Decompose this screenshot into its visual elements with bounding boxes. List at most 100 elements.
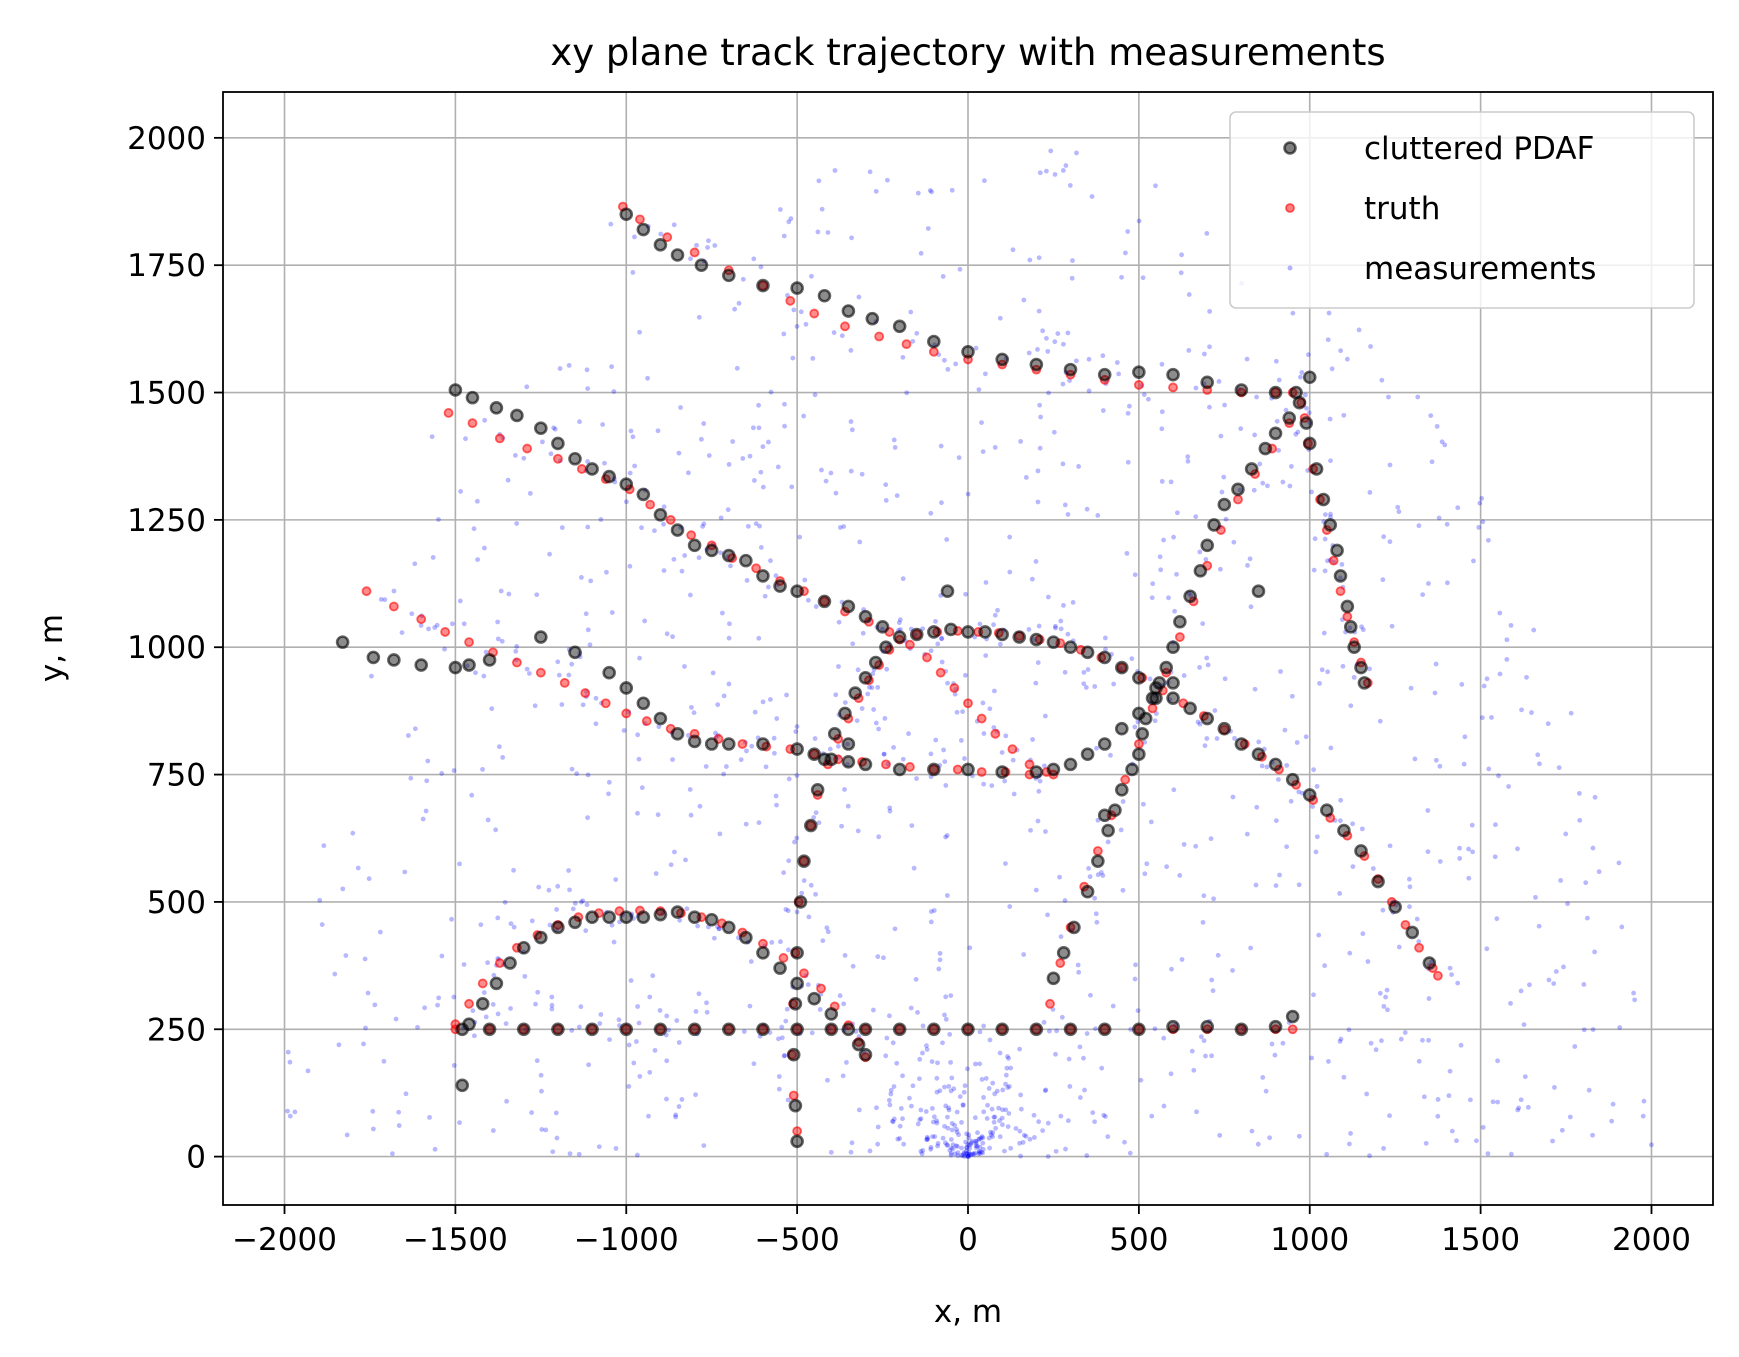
- measurement-point: [609, 610, 615, 615]
- measurement-point: [1536, 923, 1542, 929]
- measurement-point: [457, 861, 462, 867]
- measurement-point: [1094, 919, 1100, 925]
- truth-point: [361, 586, 372, 597]
- measurement-point: [671, 556, 677, 562]
- measurement-point: [835, 743, 841, 749]
- measurement-point: [701, 521, 707, 527]
- measurement-point: [980, 449, 986, 455]
- measurement-point: [884, 1035, 890, 1041]
- measurement-point: [1455, 505, 1461, 511]
- measurement-point: [1276, 377, 1282, 383]
- measurement-point: [783, 1018, 789, 1024]
- measurement-point: [1338, 797, 1344, 803]
- measurement-point: [691, 710, 697, 716]
- measurement-point: [567, 1151, 573, 1157]
- measurement-point: [976, 1149, 982, 1155]
- measurement-point: [1325, 337, 1331, 343]
- measurement-point: [1048, 148, 1054, 154]
- measurement-point: [1133, 962, 1138, 968]
- measurement-point: [947, 1148, 953, 1153]
- measurement-point: [1174, 510, 1180, 516]
- measurement-point: [485, 817, 491, 823]
- pdaf-point: [1166, 640, 1180, 655]
- truth-point: [922, 652, 932, 663]
- pdaf-point: [1183, 701, 1197, 716]
- measurement-point: [1435, 1097, 1441, 1102]
- measurement-point: [1326, 1059, 1331, 1064]
- measurement-point: [1344, 356, 1350, 362]
- measurement-point: [432, 1146, 438, 1152]
- pdaf-point: [503, 956, 517, 970]
- measurement-point: [1380, 907, 1386, 913]
- truth-point: [905, 639, 915, 650]
- measurement-point: [673, 1112, 679, 1118]
- measurement-point: [954, 709, 960, 715]
- measurement-point: [1504, 637, 1510, 643]
- pdaf-point: [790, 976, 804, 991]
- measurement-point: [1260, 1075, 1266, 1080]
- measurement-point: [1337, 575, 1343, 581]
- measurement-point: [1135, 1008, 1141, 1014]
- measurement-point: [1249, 1128, 1255, 1134]
- measurement-point: [626, 1042, 632, 1048]
- pdaf-point: [807, 747, 822, 761]
- measurement-point: [1118, 827, 1124, 833]
- measurement-point: [499, 638, 505, 644]
- measurement-point: [907, 1095, 912, 1101]
- measurement-point: [1265, 483, 1270, 489]
- measurement-point: [1322, 963, 1328, 969]
- measurement-point: [1515, 846, 1520, 852]
- measurement-point: [1260, 480, 1266, 486]
- measurement-point: [1040, 1128, 1046, 1134]
- measurement-point: [757, 523, 762, 529]
- measurement-point: [1370, 866, 1376, 871]
- measurement-point: [1586, 1087, 1592, 1093]
- measurement-point: [1035, 468, 1041, 474]
- truth-point: [928, 346, 939, 357]
- measurement-point: [1212, 708, 1218, 713]
- measurement-point: [1572, 1044, 1578, 1049]
- measurement-point: [1122, 1139, 1127, 1145]
- measurement-point: [664, 1058, 670, 1064]
- measurement-point: [1237, 487, 1243, 493]
- measurement-point: [1179, 957, 1185, 962]
- measurement-point: [1153, 183, 1158, 189]
- measurement-point: [977, 1061, 983, 1067]
- measurement-point: [727, 621, 732, 627]
- measurement-point: [1306, 410, 1312, 416]
- measurement-point: [961, 1089, 967, 1095]
- measurement-point: [1037, 170, 1043, 176]
- measurement-point: [1493, 822, 1498, 828]
- pdaf-point: [653, 238, 668, 252]
- measurement-point: [831, 330, 837, 335]
- measurement-point: [1325, 558, 1330, 564]
- measurement-point: [1037, 445, 1043, 451]
- truth-point: [826, 1024, 837, 1035]
- measurement-point: [1406, 876, 1412, 882]
- measurement-point: [1231, 539, 1237, 545]
- measurement-point: [774, 716, 780, 721]
- truth-point: [1174, 632, 1185, 642]
- measurement-point: [837, 525, 843, 530]
- plot-frame: [222, 91, 1714, 1206]
- measurement-point: [579, 575, 584, 580]
- measurement-point: [362, 956, 368, 962]
- truth-point: [1031, 1024, 1042, 1035]
- measurement-point: [766, 439, 771, 445]
- measurement-point: [340, 886, 346, 892]
- measurement-point: [461, 962, 467, 967]
- measurement-point: [1208, 836, 1214, 842]
- truth-point: [901, 339, 912, 350]
- measurement-point: [1033, 559, 1039, 564]
- truth-point: [662, 232, 673, 243]
- measurement-point: [825, 929, 831, 935]
- measurement-point: [1089, 194, 1095, 199]
- pdaf-point: [1316, 492, 1331, 507]
- measurement-point: [996, 1105, 1002, 1111]
- measurement-point: [890, 1119, 896, 1125]
- measurement-point: [598, 1012, 604, 1017]
- measurement-point: [928, 909, 934, 914]
- measurement-point: [1065, 512, 1071, 517]
- measurement-point: [687, 787, 693, 792]
- measurement-point: [789, 484, 795, 490]
